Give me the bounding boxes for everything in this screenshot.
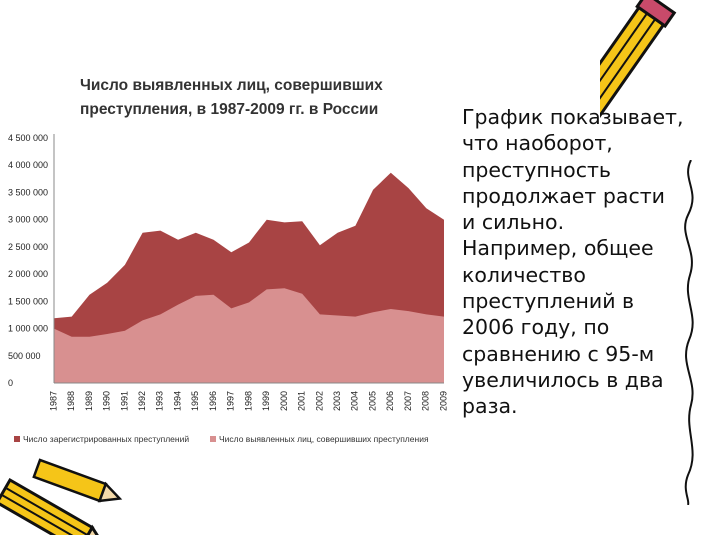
y-tick-label: 4 500 000 xyxy=(8,133,48,143)
x-tick-label: 2005 xyxy=(367,391,377,411)
y-tick-label: 3 000 000 xyxy=(8,215,48,225)
chart-title: Число выявленных лиц, совершивших престу… xyxy=(80,77,383,118)
y-tick-label: 1 000 000 xyxy=(8,324,48,334)
x-tick-label: 1996 xyxy=(208,391,218,411)
x-tick-label: 2000 xyxy=(279,391,289,411)
x-tick-label: 1991 xyxy=(119,391,129,411)
x-tick-label: 1989 xyxy=(84,391,94,411)
x-tick-label: 1995 xyxy=(190,391,200,411)
x-tick-label: 2001 xyxy=(297,391,307,411)
x-tick-label: 2007 xyxy=(403,391,413,411)
x-tick-label: 2009 xyxy=(438,391,448,411)
legend-label-1: Число выявленных лиц, совершивших престу… xyxy=(219,434,429,444)
x-tick-label: 1993 xyxy=(155,391,165,411)
x-tick-label: 1988 xyxy=(66,391,76,411)
series-area-1 xyxy=(54,288,444,383)
x-tick-label: 2003 xyxy=(332,391,342,411)
x-tick-label: 2002 xyxy=(314,391,324,411)
y-tick-label: 2 000 000 xyxy=(8,269,48,279)
x-tick-label: 1990 xyxy=(102,391,112,411)
x-tick-label: 2006 xyxy=(385,391,395,411)
slide-text: График показывает, что наоборот, преступ… xyxy=(462,105,684,419)
x-tick-label: 2004 xyxy=(350,391,360,411)
wavy-line xyxy=(684,160,694,505)
pencil-icon xyxy=(0,458,123,535)
pencil-icon xyxy=(600,0,677,153)
y-tick-label: 4 000 000 xyxy=(8,160,48,170)
legend-swatch-1 xyxy=(210,436,216,442)
x-tick-label: 1998 xyxy=(243,391,253,411)
x-tick-label: 1987 xyxy=(48,391,58,411)
x-tick-label: 1999 xyxy=(261,391,271,411)
y-tick-label: 3 500 000 xyxy=(8,187,48,197)
x-tick-label: 1992 xyxy=(137,391,147,411)
x-tick-label: 2008 xyxy=(421,391,431,411)
area-chart: 0 500 000 1 000 000 1 500 000 2 000 000 2 500… xyxy=(8,133,448,444)
y-tick-label: 0 xyxy=(8,378,13,388)
y-tick-label: 2 500 000 xyxy=(8,242,48,252)
legend-swatch-0 xyxy=(14,436,20,442)
y-tick-label: 500 000 xyxy=(8,351,41,361)
x-tick-label: 1994 xyxy=(172,391,182,411)
x-tick-label: 1997 xyxy=(226,391,236,411)
legend-label-0: Число зарегистрированных преступлений xyxy=(23,434,189,444)
y-tick-label: 1 500 000 xyxy=(8,296,48,306)
